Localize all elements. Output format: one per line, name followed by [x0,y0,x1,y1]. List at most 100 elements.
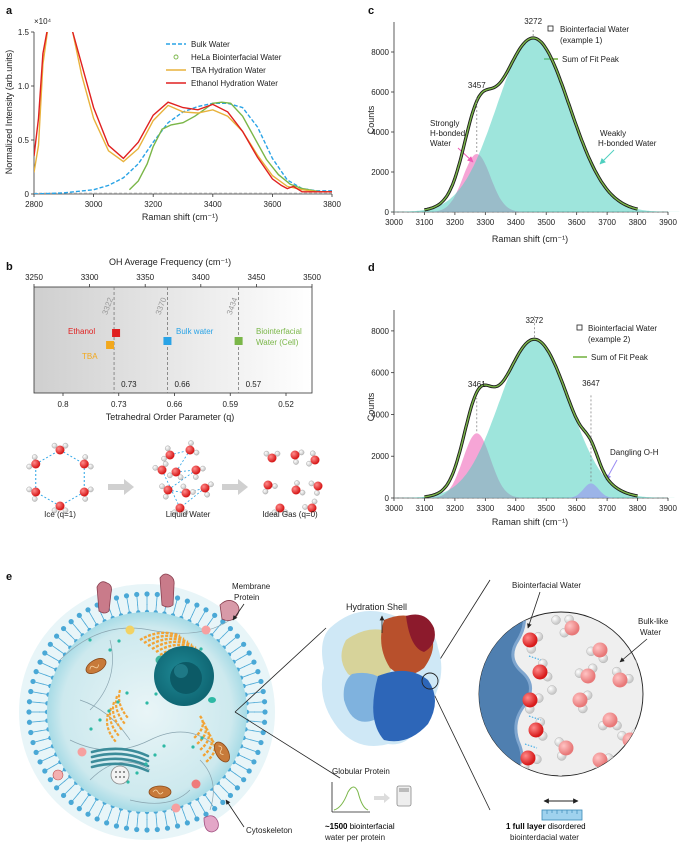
hydrogen-atom [26,486,33,493]
b-guide-q-label: 0.57 [246,380,262,389]
count-line-2: water per protein [324,833,385,842]
lipid-head [174,595,181,601]
lipid-bilayer [26,591,268,833]
zoom-bulk-oxygen [564,620,580,636]
lipid-head [164,825,171,831]
protein-domain-blue [373,670,435,742]
ribosome [116,700,120,704]
ice-hydrogen-bond [35,491,61,507]
hydrogen-atom [177,474,184,481]
membrane-protein-top [159,573,175,608]
bulk-like-label-2: Water [640,628,661,637]
er-dot [208,697,216,703]
lipid-tail [48,754,55,759]
c-strong-2: H-bonded [430,129,465,138]
hydrogen-atom [164,445,171,452]
lipid-tail [208,799,214,808]
c-x-tick-label: 3300 [476,218,494,227]
lipid-tail [45,746,52,750]
c-y-tick-label: 4000 [371,128,389,137]
lipid-head [212,806,218,812]
lipid-tail [239,765,248,771]
zoom-interfacial-oxygen [532,664,548,680]
lipid-tail [53,762,59,767]
a-series-tba-hydration-water [34,32,332,193]
lipid-tail [70,783,76,789]
lysosome-dot [119,776,121,778]
ribosome [199,647,203,651]
b-point-biointerfacial-water-cell- [234,337,243,345]
vesicle [171,803,181,813]
oxygen-atom [31,487,41,497]
lipid-head [28,688,34,695]
ribosome [135,771,139,775]
hydrogen-atom [308,480,315,487]
lipid-head [26,709,32,715]
lipid-tail [239,754,246,759]
lipid-head [246,768,252,774]
lysosome-dot [123,776,125,778]
lipid-tail [155,596,158,606]
lipid-head [26,699,33,705]
lipid-tail [32,730,42,733]
lipid-tail [215,793,222,802]
lipid-tail [97,808,103,818]
lipid-tail [173,607,176,614]
lipid-tail [247,692,254,695]
lipid-tail [46,765,55,771]
b-point-bulk-water [163,337,172,345]
globular-protein-label: Globular Protein [332,767,390,776]
lipid-tail [64,787,72,795]
hydrogen-atom [152,464,159,471]
c-peak-label: 3272 [524,17,542,26]
hydrogen-atom [293,459,299,465]
lipid-head [113,823,120,829]
lipid-tail [189,613,194,620]
biointerfacial-label: Biointerfacial Water [512,581,581,590]
lipid-head [76,612,82,618]
oxygen-atom [79,487,89,497]
oxygen-atom [79,459,89,469]
cytoskeleton-label: Cytoskeleton [246,826,292,835]
lipid-tail [137,813,139,820]
a-legend-bulk: Bulk Water [191,40,230,49]
zoom-hydrogen [551,615,561,625]
er-strand [199,727,211,751]
lipid-tail [253,701,263,704]
lipid-head [85,607,91,613]
lipid-head [184,820,190,826]
hydrogen-atom [274,450,281,457]
count-line-1: ~1500 biointerfacial [325,822,395,831]
d-y-tick-label: 0 [385,494,390,503]
lipid-head [260,688,266,695]
lipid-head [260,729,266,736]
golgi-stack [147,637,189,648]
hydrogen-atom [51,442,58,449]
panel-a-chart: ×10⁴ Normalized Intensity (arb.units) Ra… [4,17,341,222]
lipid-head [33,669,39,675]
lipid-tail [126,817,129,827]
a-legend-hela: HeLa Biointerfacial Water [191,53,282,62]
membrane-protein-left [96,581,112,614]
d-y-tick-label: 2000 [371,452,389,461]
b-legend-bio-line2: Water (Cell) [256,338,299,347]
lipid-head [220,799,226,805]
lipid-tail [228,637,237,644]
bulk-like-label-1: Bulk-like [638,617,669,626]
zoom-line-2 [234,711,341,779]
b-point-ethanol [112,329,121,337]
lipid-tail [235,762,241,767]
d-fit-peak [394,339,675,498]
lysosome-dot [123,771,125,773]
lipid-tail [42,683,49,686]
vesicle [191,779,201,789]
oxygen-atom [55,501,65,511]
hydrogen-atom [82,496,89,502]
layer-bold: 1 full layer [506,822,546,831]
b-bottom-tick-label: 0.59 [222,400,238,409]
lipid-tail [191,808,197,818]
lipid-tail [80,799,86,808]
oxygen-atom [263,480,273,490]
lipid-tail [200,804,206,813]
organelles [52,619,231,813]
